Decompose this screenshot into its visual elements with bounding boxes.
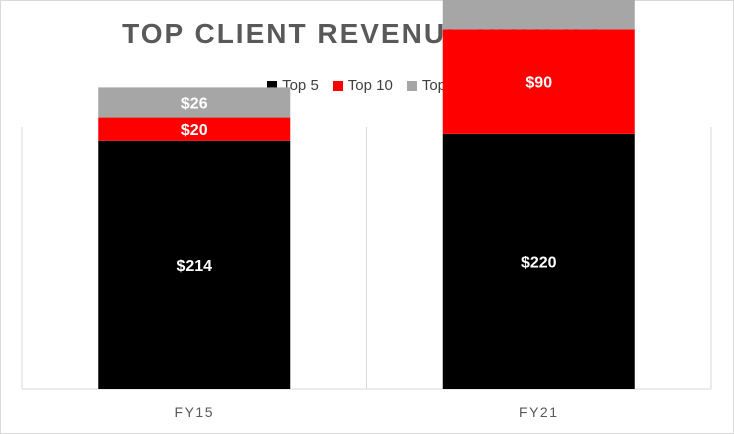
legend-swatch-top10 bbox=[332, 80, 343, 91]
bar-fy21-top5 bbox=[442, 133, 635, 389]
legend-item-top5: Top 5 bbox=[267, 77, 319, 94]
bar-fy15-top5 bbox=[98, 140, 291, 389]
data-label-fy15-top5: $214 bbox=[176, 258, 212, 275]
x-tick-label-fy15: FY15 bbox=[175, 404, 214, 420]
data-label-fy21-top10: $90 bbox=[525, 75, 552, 92]
bar-fy15-top25 bbox=[98, 87, 291, 118]
data-label-fy15-top10: $20 bbox=[181, 122, 208, 139]
legend-swatch-top25 bbox=[406, 80, 417, 91]
x-tick-label-fy21: FY21 bbox=[519, 404, 558, 420]
legend-label-top5: Top 5 bbox=[282, 77, 319, 94]
bar-fy21-top25 bbox=[442, 0, 635, 30]
legend-swatch-top5 bbox=[267, 80, 278, 91]
bar-fy15-top10 bbox=[98, 117, 291, 141]
legend-item-top10: Top 10 bbox=[332, 77, 393, 94]
data-label-fy21-top5: $220 bbox=[521, 254, 557, 271]
bar-fy21-top10 bbox=[442, 29, 635, 134]
legend-label-top10: Top 10 bbox=[347, 77, 393, 94]
data-label-fy15-top25: $26 bbox=[181, 95, 208, 112]
